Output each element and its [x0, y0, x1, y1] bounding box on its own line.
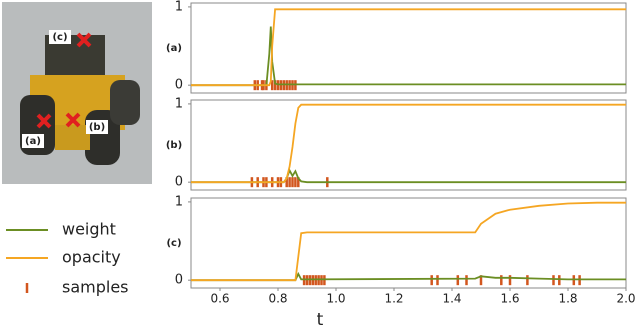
- x-tick-label: 0.6: [210, 292, 229, 306]
- series-line: [191, 271, 626, 282]
- series-line: [191, 201, 626, 282]
- series-line: [191, 26, 626, 87]
- marker-label: (b): [89, 122, 105, 133]
- plot-frame: [190, 99, 627, 191]
- x-tick-label: 2.0: [616, 292, 635, 306]
- legend-label: samples: [62, 278, 129, 297]
- plot-frame: [190, 197, 627, 289]
- photo: [2, 2, 152, 184]
- legend-label: weight: [62, 220, 116, 239]
- x-axis-label: t: [317, 310, 324, 328]
- x-tick-label: 1.2: [384, 292, 403, 306]
- y-tick-label: 1: [175, 0, 183, 14]
- x-tick-label: 0.8: [268, 292, 287, 306]
- x-tick-label: 1.4: [442, 292, 461, 306]
- panel-label: (b): [166, 140, 182, 151]
- series-line: [191, 8, 626, 87]
- panel-label: (a): [166, 43, 182, 54]
- marker-label: (a): [25, 136, 41, 147]
- y-tick-label: 0: [175, 273, 183, 288]
- x-tick-label: 1.8: [558, 292, 577, 306]
- marker-label: (c): [52, 32, 67, 43]
- x-tick-label: 1.0: [326, 292, 345, 306]
- marker-x: [36, 113, 52, 129]
- marker-label-bg: [49, 30, 71, 44]
- x-tick-label: 1.6: [500, 292, 519, 306]
- series-line: [191, 103, 626, 184]
- plot-frame: [190, 2, 627, 94]
- marker-label-bg: [22, 134, 44, 148]
- marker-x: [65, 112, 81, 128]
- marker-x: [76, 32, 92, 48]
- series-line: [191, 168, 626, 184]
- legend-label: opacity: [62, 248, 121, 267]
- y-tick-label: 1: [175, 194, 183, 209]
- y-tick-label: 1: [175, 96, 183, 111]
- y-tick-label: 0: [175, 175, 183, 190]
- marker-label-bg: [86, 120, 108, 134]
- panel-label: (c): [166, 238, 181, 249]
- y-tick-label: 0: [175, 78, 183, 93]
